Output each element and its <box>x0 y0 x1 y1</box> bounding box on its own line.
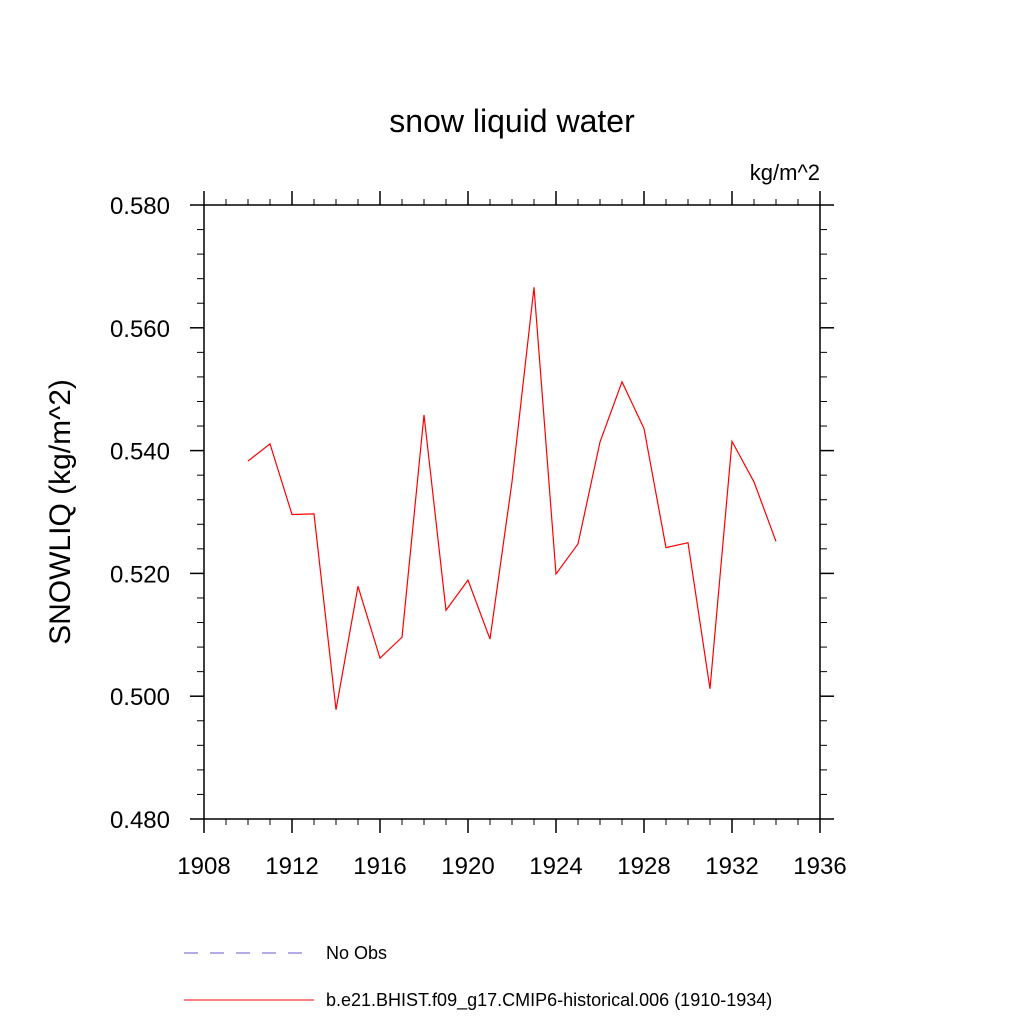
x-tick-label: 1908 <box>177 853 230 880</box>
x-tick-label: 1924 <box>529 853 582 880</box>
x-tick-label: 1920 <box>441 853 494 880</box>
series-group <box>247 287 777 710</box>
y-tick-label: 0.580 <box>110 193 170 220</box>
y-tick-label: 0.560 <box>110 316 170 343</box>
x-tick-label: 1932 <box>705 853 758 880</box>
plot-frame <box>203 204 821 820</box>
axis-ticks <box>190 191 834 833</box>
x-tick-labels: 1908 1912 1916 1920 1924 1928 1932 1936 <box>177 853 846 880</box>
legend-label-model: b.e21.BHIST.f09_g17.CMIP6-historical.006… <box>326 990 772 1011</box>
legend-label-no-obs: No Obs <box>326 943 387 963</box>
y-tick-label: 0.540 <box>110 439 170 466</box>
y-tick-label: 0.480 <box>110 807 170 834</box>
x-tick-label: 1912 <box>265 853 318 880</box>
chart-title: snow liquid water <box>389 103 635 139</box>
y-tick-labels: 0.480 0.500 0.520 0.540 0.560 0.580 <box>110 193 170 834</box>
y-axis-label: SNOWLIQ (kg/m^2) <box>44 379 77 645</box>
legend: No Obs b.e21.BHIST.f09_g17.CMIP6-histori… <box>184 943 772 1011</box>
y-tick-label: 0.500 <box>110 684 170 711</box>
x-tick-label: 1916 <box>353 853 406 880</box>
units-label: kg/m^2 <box>750 160 820 185</box>
x-tick-label: 1936 <box>793 853 846 880</box>
series-line <box>247 287 777 710</box>
y-tick-label: 0.520 <box>110 561 170 588</box>
x-tick-label: 1928 <box>617 853 670 880</box>
